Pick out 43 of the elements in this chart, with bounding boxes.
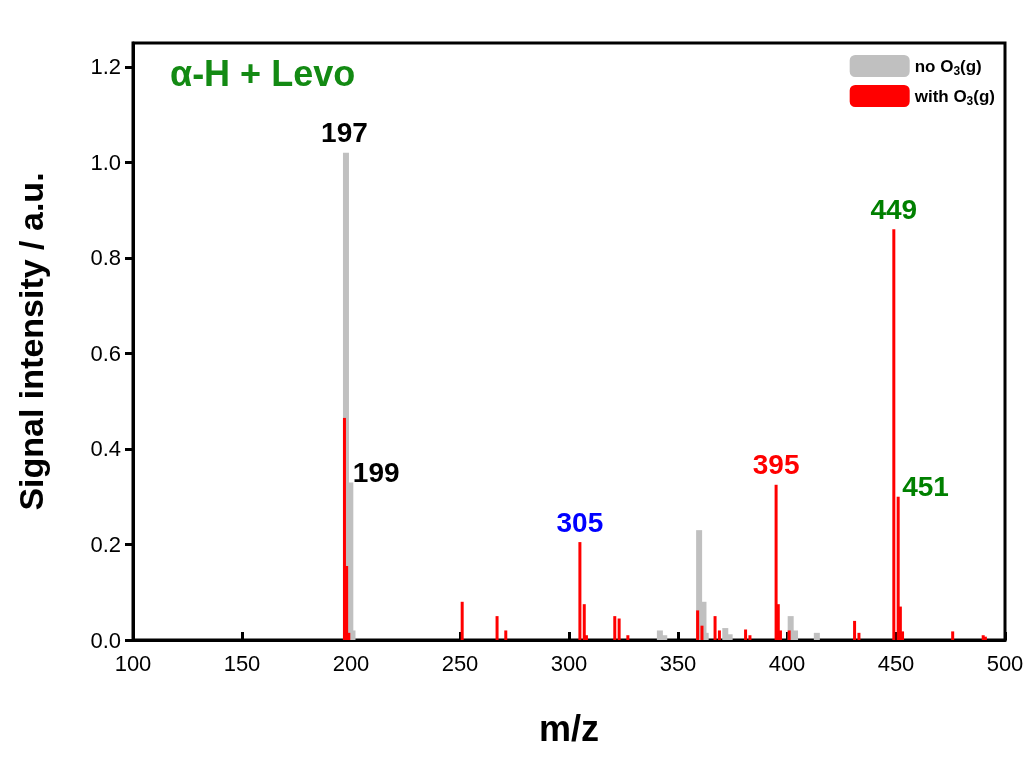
- x-tick-label: 150: [223, 650, 261, 676]
- chart-title: α-H + Levo: [170, 52, 356, 94]
- annotation: 199: [352, 456, 400, 488]
- x-tick-label: 500: [986, 650, 1024, 676]
- bar: [617, 618, 621, 640]
- annotation: 395: [752, 449, 800, 481]
- bar: [495, 616, 499, 640]
- x-tick-label: 400: [768, 650, 806, 676]
- bar: [578, 542, 582, 640]
- y-tick-label: 0.0: [90, 627, 121, 653]
- x-axis-title: m/z: [538, 707, 600, 749]
- y-tick-label: 1.0: [90, 149, 121, 175]
- bar: [582, 604, 586, 640]
- x-tick-label: 200: [332, 650, 370, 676]
- bar: [613, 616, 617, 640]
- x-tick-label: 250: [441, 650, 479, 676]
- x-tick-label: 100: [114, 650, 152, 676]
- bar: [896, 496, 900, 640]
- y-tick-label: 0.4: [90, 436, 121, 462]
- y-axis-title: Signal intensity / a.u.: [12, 172, 50, 511]
- annotation: 305: [556, 506, 604, 538]
- bar: [460, 601, 464, 640]
- bar: [626, 635, 630, 640]
- y-tick-label: 0.6: [90, 340, 121, 366]
- bar: [853, 620, 857, 640]
- x-tick-label: 300: [550, 650, 588, 676]
- x-tick-label: 450: [877, 650, 915, 676]
- bar: [892, 229, 896, 640]
- annotation: 451: [902, 471, 949, 503]
- y-tick-label: 1.2: [90, 54, 121, 80]
- bar: [813, 632, 820, 640]
- annotation: 449: [870, 193, 918, 225]
- y-tick-label: 0.2: [90, 531, 121, 557]
- bar: [504, 630, 508, 640]
- bar: [951, 631, 955, 640]
- bar: [713, 616, 717, 640]
- annotation: 197: [321, 117, 368, 149]
- x-tick-label: 350: [659, 650, 697, 676]
- bar: [696, 610, 700, 640]
- y-tick-label: 0.8: [90, 245, 121, 271]
- bar: [722, 628, 729, 640]
- bar: [744, 629, 748, 640]
- bar: [774, 484, 778, 640]
